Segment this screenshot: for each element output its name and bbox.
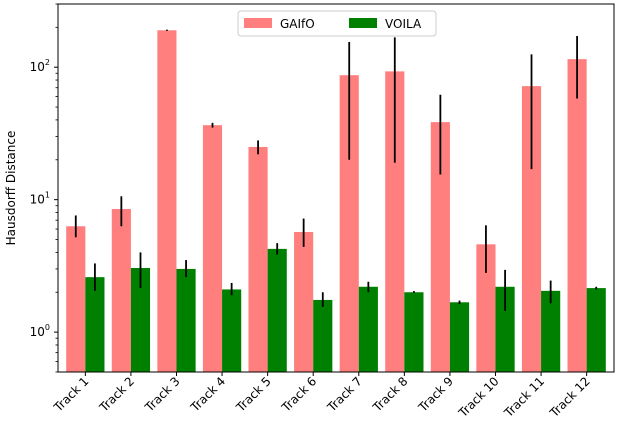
bar-voila-6 xyxy=(313,299,333,372)
bar-gaifo-10 xyxy=(476,244,496,372)
bar-voila-4 xyxy=(222,289,242,372)
bar-gaifo-6 xyxy=(294,232,314,372)
bar-voila-3 xyxy=(176,268,196,372)
bar-gaifo-7 xyxy=(339,75,359,372)
y-tick-label: 100 xyxy=(30,323,50,339)
bar-voila-7 xyxy=(358,286,378,372)
bar-gaifo-4 xyxy=(202,125,223,372)
bar-voila-12 xyxy=(586,288,606,372)
y-tick-label: 102 xyxy=(30,58,50,74)
bar-gaifo-11 xyxy=(521,86,542,373)
bar-voila-8 xyxy=(404,292,424,372)
bar-voila-10 xyxy=(495,286,515,372)
axes-frame xyxy=(57,3,615,373)
legend: GAIfO VOILA xyxy=(237,10,437,37)
legend-swatch-voila xyxy=(349,18,377,28)
plot-area xyxy=(66,29,606,373)
bar-gaifo-5 xyxy=(248,146,268,372)
bar-voila-9 xyxy=(449,302,470,372)
legend-label-gaifo: GAIfO xyxy=(280,17,315,31)
bar-gaifo-2 xyxy=(111,209,131,372)
bar-voila-11 xyxy=(541,290,561,372)
y-axis-label: Hausdorff Distance xyxy=(4,131,18,246)
bar-voila-2 xyxy=(130,267,151,372)
legend-box xyxy=(237,10,437,37)
bar-gaifo-3 xyxy=(157,30,177,372)
bar-gaifo-1 xyxy=(66,226,86,372)
bar-voila-5 xyxy=(267,248,287,372)
y-tick-label: 101 xyxy=(30,191,50,207)
bar-gaifo-9 xyxy=(430,122,450,373)
legend-swatch-gaifo xyxy=(244,18,272,28)
legend-label-voila: VOILA xyxy=(385,17,422,31)
bar-gaifo-12 xyxy=(567,59,587,372)
bar-gaifo-8 xyxy=(385,71,405,373)
bar-voila-1 xyxy=(85,277,105,372)
y-axis: 100 101 102 xyxy=(30,3,58,373)
